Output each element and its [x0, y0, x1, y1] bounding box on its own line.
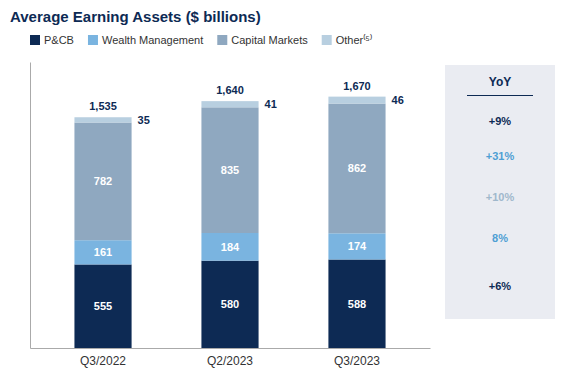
y-axis-line [30, 63, 31, 349]
x-tick: Q2/2023 [207, 354, 253, 368]
x-tick: Q3/2023 [334, 354, 380, 368]
title: Average Earning Assets ($ billions) [10, 8, 261, 25]
legend-swatch [217, 35, 227, 45]
legend-item: Other⁽⁵⁾ [322, 34, 372, 46]
x-tick-label: Q2/2023 [207, 354, 253, 368]
data-labels: 555 580 588 161 184 174 782 835 862 35 41 46 1,535 1,… [89, 80, 404, 313]
yoy-label: +31% [486, 150, 515, 162]
total-label: 1,640 [216, 84, 244, 96]
data-label: 782 [94, 175, 112, 187]
bar-segment [328, 259, 385, 348]
legend-item: Capital Markets [217, 34, 308, 46]
yoy-box: YoY +9% +31% +10% 8% +6% [445, 65, 555, 319]
yoy-underline [467, 95, 533, 96]
x-tick-label: Q3/2022 [80, 354, 126, 368]
data-label: 835 [221, 164, 239, 176]
bar-segment [201, 107, 258, 233]
bar-segment [328, 97, 385, 104]
bar-segment [74, 264, 131, 348]
bar-segment [328, 233, 385, 259]
bar-segment [74, 117, 131, 122]
legend-label: P&CB [44, 34, 74, 46]
x-tick: Q3/2022 [80, 354, 126, 368]
total-label: 1,535 [89, 100, 117, 112]
data-label: 41 [265, 98, 277, 110]
legend-swatch [88, 35, 98, 45]
yoy-label: +9% [489, 115, 512, 127]
data-label: 35 [138, 114, 150, 126]
data-label: 46 [392, 94, 404, 106]
yoy-title: YoY [489, 75, 511, 89]
legend-swatch [30, 35, 40, 45]
data-label: 174 [348, 240, 367, 252]
data-label: 555 [94, 300, 112, 312]
x-axis: Q3/2022 Q2/2023 Q3/2023 [31, 349, 431, 368]
legend-label: Wealth Management [102, 34, 203, 46]
x-tick-label: Q3/2023 [334, 354, 380, 368]
bars [74, 97, 385, 348]
legend-label: Other⁽⁵⁾ [336, 34, 372, 46]
legend-item: Wealth Management [88, 34, 203, 46]
y-axis [30, 63, 31, 349]
bar-segment [328, 104, 385, 234]
yoy-label: +6% [489, 280, 512, 292]
total-label: 1,670 [343, 80, 371, 92]
data-label: 161 [94, 246, 112, 258]
legend-label: Capital Markets [231, 34, 308, 46]
data-label: 588 [348, 298, 366, 310]
bar-segment [74, 240, 131, 264]
bar-segment [201, 101, 258, 107]
legend: P&CB Wealth Management Capital Markets Othe… [30, 34, 372, 46]
legend-item: P&CB [30, 34, 74, 46]
bar-segment [201, 261, 258, 348]
bar-segment [74, 123, 131, 241]
yoy-label: 8% [492, 232, 508, 244]
chart: Average Earning Assets ($ billions) P&CB W… [0, 0, 562, 384]
x-axis-line [31, 348, 431, 349]
data-label: 862 [348, 162, 366, 174]
data-label: 184 [221, 241, 240, 253]
bar-segment [201, 233, 258, 261]
yoy-background [445, 65, 555, 319]
data-label: 580 [221, 298, 239, 310]
yoy-label: +10% [486, 191, 515, 203]
legend-swatch [322, 35, 332, 45]
